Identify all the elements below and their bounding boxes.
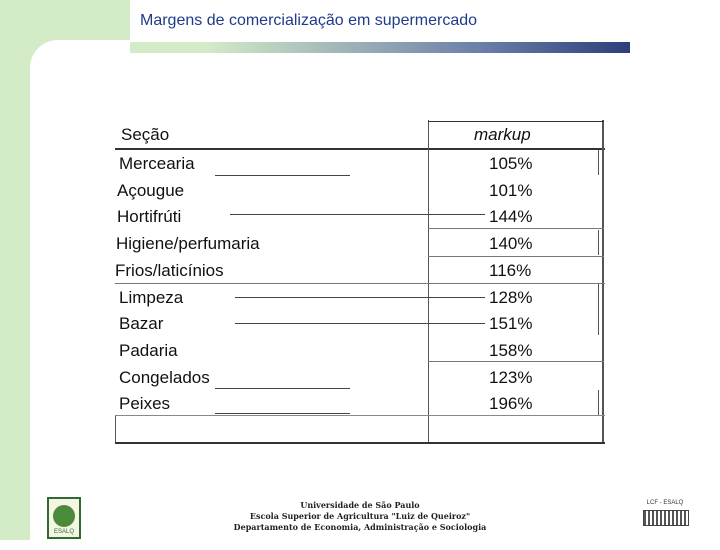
row-markup: 158% (489, 341, 533, 360)
slide-title: Margens de comercialização em supermerca… (140, 12, 478, 29)
row-segment (230, 214, 485, 215)
row-section: Mercearia (119, 154, 195, 173)
row-markup: 105% (489, 154, 533, 173)
footer-department: Departamento de Economia, Administração … (233, 522, 487, 532)
row-divider (115, 415, 605, 416)
column-divider (428, 120, 429, 444)
tree-icon (53, 505, 75, 527)
row-markup: 140% (489, 234, 533, 253)
row-markup: 128% (489, 288, 533, 307)
row-section: Congelados (119, 368, 210, 387)
row-section: Higiene/perfumaria (116, 234, 260, 253)
row-section: Frios/laticínios (115, 261, 224, 280)
footer-university: Universidade de São Paulo (300, 500, 420, 510)
row-markup: 116% (489, 261, 532, 280)
row-segment (428, 361, 604, 362)
decorative-corner (30, 40, 150, 550)
lcf-logo: LCF - ESALQ (635, 500, 695, 540)
row-segment (235, 297, 485, 298)
row-segment (215, 175, 350, 176)
row-section: Hortifrúti (117, 207, 182, 226)
table-top-border (428, 121, 604, 122)
row-markup: 196% (489, 394, 533, 413)
row-segment (428, 256, 604, 257)
header-divider (115, 148, 605, 150)
esalq-logo: ESALQ (47, 497, 81, 539)
row-section: Limpeza (119, 288, 184, 307)
row-section: Bazar (119, 314, 164, 333)
cell-edge (598, 390, 599, 415)
table-right-border (602, 120, 604, 444)
footer-school: Escola Superior de Agricultura "Luiz de … (249, 511, 471, 521)
row-segment (235, 323, 485, 324)
row-markup: 123% (489, 368, 533, 387)
title-rule (130, 41, 630, 53)
row-markup: 151% (489, 314, 533, 333)
cell-edge (598, 283, 599, 335)
building-icon (643, 510, 689, 526)
row-segment (428, 228, 604, 229)
table-left-border (115, 415, 116, 443)
row-section: Padaria (119, 341, 178, 360)
row-section: Açougue (117, 181, 185, 200)
header-section: Seção (121, 125, 170, 144)
cell-edge (598, 230, 599, 255)
header-markup: markup (474, 125, 531, 144)
row-segment (115, 283, 605, 284)
cell-edge (598, 150, 599, 175)
row-markup: 144% (489, 207, 533, 226)
table-bottom-border (115, 442, 605, 444)
title-rule-highlight (130, 40, 630, 42)
esalq-logo-label: ESALQ (53, 529, 74, 535)
lcf-logo-label: LCF - ESALQ (646, 500, 684, 506)
row-segment (215, 388, 350, 389)
row-markup: 101% (489, 181, 533, 200)
row-segment (215, 413, 350, 414)
row-section: Peixes (119, 394, 171, 413)
